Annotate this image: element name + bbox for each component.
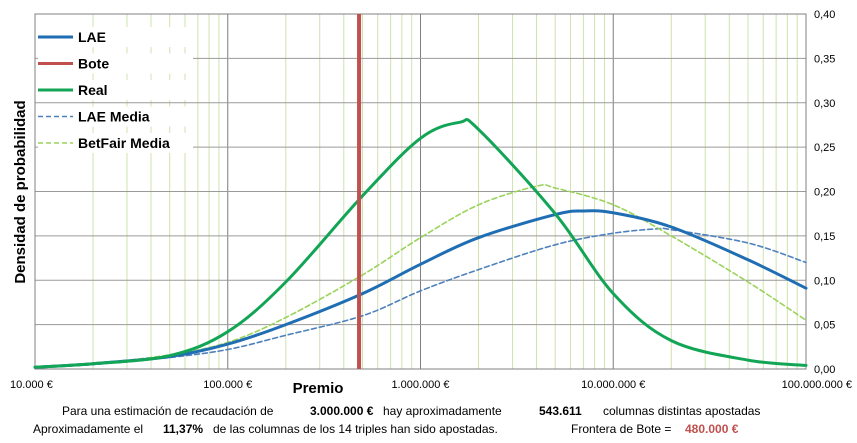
legend-label-lae-media: LAE Media (78, 109, 150, 125)
y-axis-label: Densidad de probabilidad (12, 100, 29, 283)
legend: LAE Bote Real LAE Media BetFair Media (38, 27, 193, 153)
y-tick-label: 0,05 (814, 320, 835, 332)
footer-line2-prefix: Aproximadamente el (33, 422, 144, 436)
y-tick-label: 0,40 (814, 9, 835, 21)
legend-label-betfair-media: BetFair Media (78, 135, 170, 151)
footer-line1-middle: hay aproximadamente (383, 404, 502, 418)
x-tick-label: 1.000.000 € (391, 379, 449, 391)
y-tick-label: 0,15 (814, 231, 835, 243)
legend-bg (38, 133, 193, 153)
x-tick-label: 10.000.000 € (581, 379, 645, 391)
legend-bg (38, 27, 193, 47)
y-tick-label: 0,00 (814, 364, 835, 376)
major-gridlines (34, 13, 807, 370)
footer-line2-middle: de las columnas de los 14 triples han si… (213, 422, 498, 436)
y-tick-label: 0,25 (814, 142, 835, 154)
y-tick-labels: 0,00 0,05 0,10 0,15 0,20 0,25 0,30 0,35 0,40 (814, 9, 835, 376)
footer-line1-amount: 3.000.000 € (310, 404, 374, 418)
footer-line1-suffix: columnas distintas apostadas (603, 404, 761, 418)
plot-border (34, 13, 807, 370)
legend-bg (38, 80, 193, 100)
x-tick-label: 100.000 € (203, 379, 252, 391)
y-tick-label: 0,10 (814, 275, 835, 287)
x-axis-label: Premio (293, 380, 344, 397)
footer-line2-frontier-value: 480.000 € (685, 422, 739, 436)
footer-line2-frontier-label: Frontera de Bote = (571, 422, 672, 436)
y-tick-label: 0,35 (814, 53, 835, 65)
chart: 0,00 0,05 0,10 0,15 0,20 0,25 0,30 0,35 0,40 10.… (10, 9, 852, 397)
series-line-real (33, 118, 808, 369)
series-line-lae (33, 209, 808, 369)
footer-line2-percent: 11,37% (163, 422, 204, 436)
y-tick-label: 0,20 (814, 187, 835, 199)
chart-svg: 0,00 0,05 0,10 0,15 0,20 0,25 0,30 0,35 0,40 10.… (10, 9, 852, 397)
y-tick-label: 0,30 (814, 98, 835, 110)
x-tick-label: 10.000 € (10, 379, 53, 391)
x-tick-labels: 10.000 € 100.000 € 1.000.000 € 10.000.000 €… (10, 379, 852, 391)
footer-line1-prefix: Para una estimación de recaudación de (62, 404, 274, 418)
footer-line1-columns: 543.611 (539, 404, 582, 418)
series-layer (33, 14, 808, 369)
legend-bg (38, 106, 193, 127)
legend-label-real: Real (78, 82, 108, 98)
legend-label-lae: LAE (78, 29, 106, 45)
legend-label-bote: Bote (78, 56, 109, 72)
legend-bg (38, 53, 193, 74)
x-tick-label: 100.000.000 € (782, 379, 852, 391)
